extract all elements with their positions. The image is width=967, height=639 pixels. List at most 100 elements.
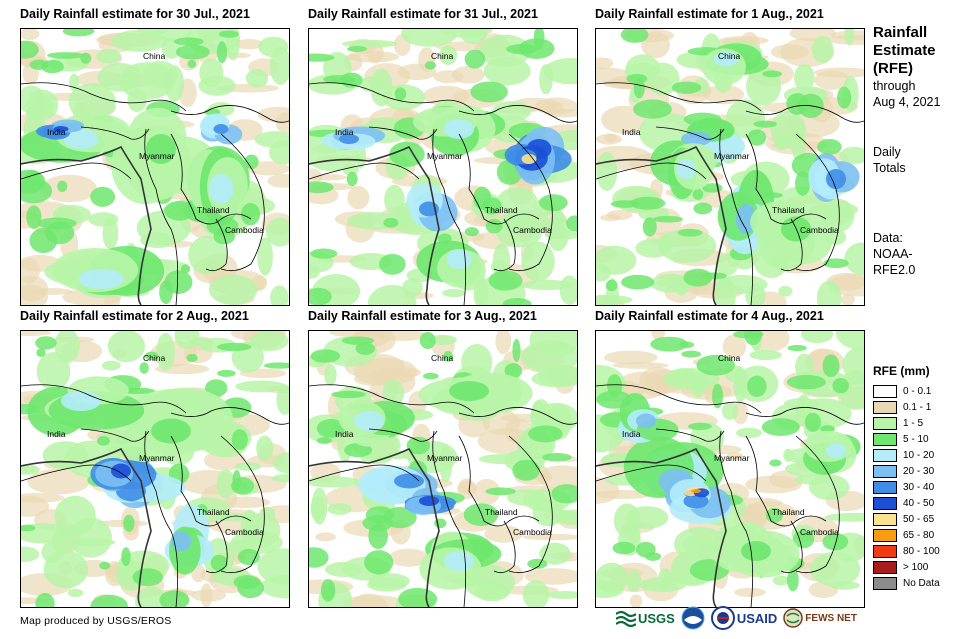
sidebar-info: Rainfall Estimate (RFE) through Aug 4, 2… [873,24,965,278]
legend-item: > 100 [873,559,940,575]
label-cambodia: Cambodia [800,225,839,235]
rain-field [21,331,289,607]
label-india: India [47,127,66,137]
legend-label: 10 - 20 [903,449,935,461]
legend-swatch [873,496,897,510]
legend-swatch [873,528,897,542]
legend-label: 40 - 50 [903,497,935,509]
usgs-logo-text: USGS [638,610,675,626]
country-borders [309,384,577,607]
panel-title: Daily Rainfall estimate for 4 Aug., 2021 [595,309,824,323]
legend-swatch [873,416,897,430]
rainfall-map-graphic [596,29,864,305]
legend-label: 50 - 65 [903,513,935,525]
noaa-emblem-icon [681,606,705,630]
legend-label: 0 - 0.1 [903,385,932,397]
label-china: China [718,51,741,61]
noaa-logo [681,606,705,630]
legend-item: No Data [873,575,940,591]
legend-label: > 100 [903,561,929,573]
legend-item: 10 - 20 [873,447,940,463]
fewsnet-globe-icon [783,608,804,628]
sidebar-title-line: Estimate [873,42,936,59]
label-india: India [622,127,641,137]
sidebar-totals: Totals [873,161,906,175]
label-india: India [622,429,641,439]
label-china: China [431,51,454,61]
agency-logos: USGS USAID FEWS NET [616,606,857,630]
label-thailand: Thailand [197,507,230,517]
label-myanmar: Myanmar [427,453,463,463]
label-india: India [335,429,354,439]
legend-title: RFE (mm) [873,364,930,378]
usgs-wave-icon [616,610,636,628]
usaid-logo-text: USAID [736,610,778,626]
label-thailand: Thailand [485,507,518,517]
fewsnet-logo: FEWS NET [783,608,857,628]
sidebar-title-line: Rainfall [873,24,928,41]
rainfall-map: China India Myanmar Thailand Cambodia [595,330,865,608]
label-myanmar: Myanmar [714,151,750,161]
label-cambodia: Cambodia [225,527,264,537]
legend-item: 0.1 - 1 [873,399,940,415]
label-china: China [431,353,454,363]
usgs-logo: USGS [616,608,675,628]
rainfall-panel-aug3: Daily Rainfall estimate for 3 Aug., 2021… [308,308,578,608]
legend-swatch [873,432,897,446]
sidebar-through: through [873,79,916,93]
sidebar-date: Aug 4, 2021 [873,95,941,109]
panel-title: Daily Rainfall estimate for 3 Aug., 2021 [308,309,537,323]
legend-label: 0.1 - 1 [903,401,932,413]
legend-label: No Data [903,577,940,589]
label-cambodia: Cambodia [800,527,839,537]
sidebar-data-source: NOAA- [873,247,913,261]
rainfall-panel-aug1: Daily Rainfall estimate for 1 Aug., 2021… [595,6,865,306]
legend-item: 0 - 0.1 [873,383,940,399]
rainfall-panel-aug4: Daily Rainfall estimate for 4 Aug., 2021… [595,308,865,608]
label-thailand: Thailand [485,205,518,215]
legend-item: 80 - 100 [873,543,940,559]
rainfall-panel-jul30: Daily Rainfall estimate for 30 Jul., 202… [20,6,290,306]
legend-item: 40 - 50 [873,495,940,511]
label-myanmar: Myanmar [139,453,175,463]
rain-field [596,29,864,305]
legend-swatch [873,512,897,526]
label-thailand: Thailand [772,205,805,215]
legend-swatch [873,400,897,414]
usaid-logo: USAID [710,606,778,630]
legend-rows: 0 - 0.1 0.1 - 1 1 - 5 5 - 10 10 - 20 20 - 30 3… [873,383,940,591]
legend-swatch [873,576,897,590]
label-myanmar: Myanmar [714,453,750,463]
panel-title: Daily Rainfall estimate for 31 Jul., 202… [308,7,538,21]
legend-item: 50 - 65 [873,511,940,527]
legend-label: 20 - 30 [903,465,935,477]
legend-item: 20 - 30 [873,463,940,479]
label-cambodia: Cambodia [513,225,552,235]
rainfall-map-graphic [309,29,577,305]
legend-swatch [873,480,897,494]
rainfall-map: China India Myanmar Thailand Cambodia [595,28,865,306]
legend-label: 80 - 100 [903,545,940,557]
country-borders [596,82,864,305]
rfe-legend: RFE (mm) 0 - 0.1 0.1 - 1 1 - 5 5 - 10 10 - 2… [873,364,940,591]
legend-item: 5 - 10 [873,431,940,447]
rain-field [596,331,864,607]
country-borders [21,82,289,305]
rain-field [21,29,289,305]
usaid-seal-icon [710,606,735,630]
rainfall-panel-jul31: Daily Rainfall estimate for 31 Jul., 202… [308,6,578,306]
label-china: China [718,353,741,363]
fewsnet-logo-text: FEWS NET [805,612,857,624]
sidebar-title-line: (RFE) [873,60,913,77]
label-myanmar: Myanmar [427,151,463,161]
label-cambodia: Cambodia [225,225,264,235]
country-borders [21,384,289,607]
rainfall-map: China India Myanmar Thailand Cambodia [20,330,290,608]
rainfall-map: China India Myanmar Thailand Cambodia [308,330,578,608]
label-cambodia: Cambodia [513,527,552,537]
label-india: India [335,127,354,137]
label-thailand: Thailand [197,205,230,215]
legend-swatch [873,384,897,398]
legend-swatch [873,560,897,574]
map-credit: Map produced by USGS/EROS [20,615,172,627]
